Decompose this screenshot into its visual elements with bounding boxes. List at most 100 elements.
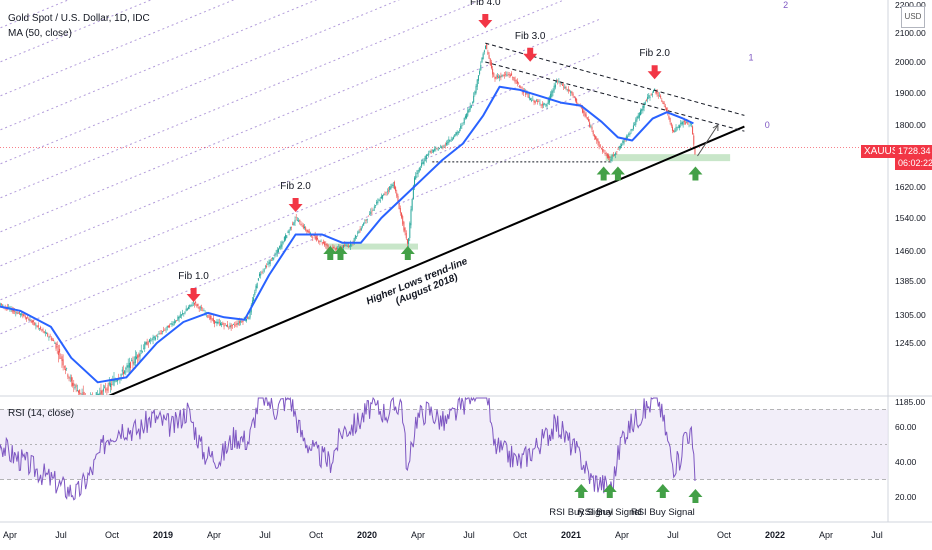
fib-channel-level-label: 2 [783, 0, 788, 10]
candle-body [418, 168, 420, 172]
candle-body [241, 321, 243, 323]
candle-body [104, 386, 106, 388]
candle-body [468, 108, 470, 113]
candle-body [50, 337, 52, 341]
candle-body [591, 127, 593, 130]
candle-body [409, 223, 411, 239]
candle-body [642, 105, 644, 111]
candle-body [2, 304, 4, 307]
price-tick-label: 1460.00 [895, 246, 926, 256]
candle-body [288, 230, 290, 233]
candle-body [402, 216, 404, 225]
candle-body [456, 131, 458, 135]
candle-body [255, 285, 257, 291]
candle-body [99, 392, 101, 395]
candle-body [254, 292, 256, 295]
candle-body [477, 75, 479, 81]
candle-body [70, 377, 72, 382]
candle-body [303, 226, 305, 229]
candle-body [307, 230, 309, 233]
candle-body [627, 136, 629, 138]
rsi-buy-signal-label: RSI Buy Signal [631, 507, 695, 518]
candle-body [81, 393, 83, 395]
currency-button[interactable]: USD [901, 6, 925, 28]
candle-body [600, 147, 602, 149]
red-down-arrow [478, 14, 493, 28]
candle-body [20, 313, 22, 315]
candle-body [676, 127, 678, 128]
candle-body [233, 324, 235, 325]
candle-body [525, 91, 527, 96]
candle-body [35, 324, 37, 326]
candle-body [552, 90, 554, 93]
candle-body [397, 195, 399, 203]
candle-body [274, 254, 276, 256]
candle-body [326, 243, 328, 246]
candle-body [481, 57, 483, 63]
rsi-green-up-arrow [602, 484, 617, 498]
candle-body [508, 74, 510, 76]
candle-body [260, 273, 262, 276]
candle-body [72, 382, 74, 386]
candle-body [270, 260, 272, 261]
candle-body [216, 321, 218, 324]
candle-body [551, 91, 553, 98]
candle-body [613, 154, 615, 156]
time-tick-label: Jul [667, 530, 679, 540]
candle-body [512, 76, 514, 78]
candle-body [496, 75, 498, 78]
candle-body [298, 220, 300, 222]
candle-body [190, 304, 192, 306]
candle-body [553, 85, 555, 91]
candle-body [166, 325, 168, 328]
candle-body [367, 215, 369, 217]
candle-body [689, 122, 691, 124]
candle-body [279, 245, 281, 249]
candle-body [571, 91, 573, 94]
main-pane [0, 0, 888, 395]
candle-body [560, 82, 562, 84]
candle-body [68, 377, 70, 379]
candle-body [538, 101, 540, 103]
candle-body [95, 392, 97, 395]
candle-body [286, 235, 288, 239]
candle-body [606, 153, 608, 159]
candle-body [498, 76, 500, 78]
candle-body [294, 219, 296, 223]
candle-body [335, 247, 337, 250]
candle-body [189, 304, 191, 308]
candle-body [630, 129, 632, 132]
candle-body [54, 342, 56, 344]
candle-body [361, 225, 363, 227]
candle-body [268, 262, 270, 265]
candle-body [163, 329, 165, 331]
candle-body [82, 392, 84, 395]
candle-body [43, 331, 45, 334]
rsi-buy-signal-label: RSI Buy Signal [578, 507, 642, 518]
time-tick-label: Jul [871, 530, 883, 540]
candle-body [102, 388, 104, 392]
candle-body [300, 224, 302, 226]
candle-body [338, 245, 340, 247]
candle-body [253, 297, 255, 301]
candle-body [120, 373, 122, 377]
candle-body [49, 335, 51, 338]
candle-body [257, 278, 259, 281]
candle-body [105, 388, 107, 391]
rsi-legend: RSI (14, close) [8, 408, 75, 419]
candle-body [391, 184, 393, 187]
candle-body [238, 321, 240, 324]
candle-body [176, 320, 178, 321]
green-up-arrow [688, 166, 703, 181]
candle-body [114, 380, 116, 382]
fib-channel-line [0, 18, 601, 267]
candle-body [11, 309, 13, 312]
candle-body [206, 315, 208, 317]
candle-body [577, 103, 579, 104]
candle-body [486, 44, 488, 49]
candle-body [582, 108, 584, 113]
candle-body [31, 320, 33, 323]
candle-body [59, 348, 61, 353]
candle-body [506, 74, 508, 76]
